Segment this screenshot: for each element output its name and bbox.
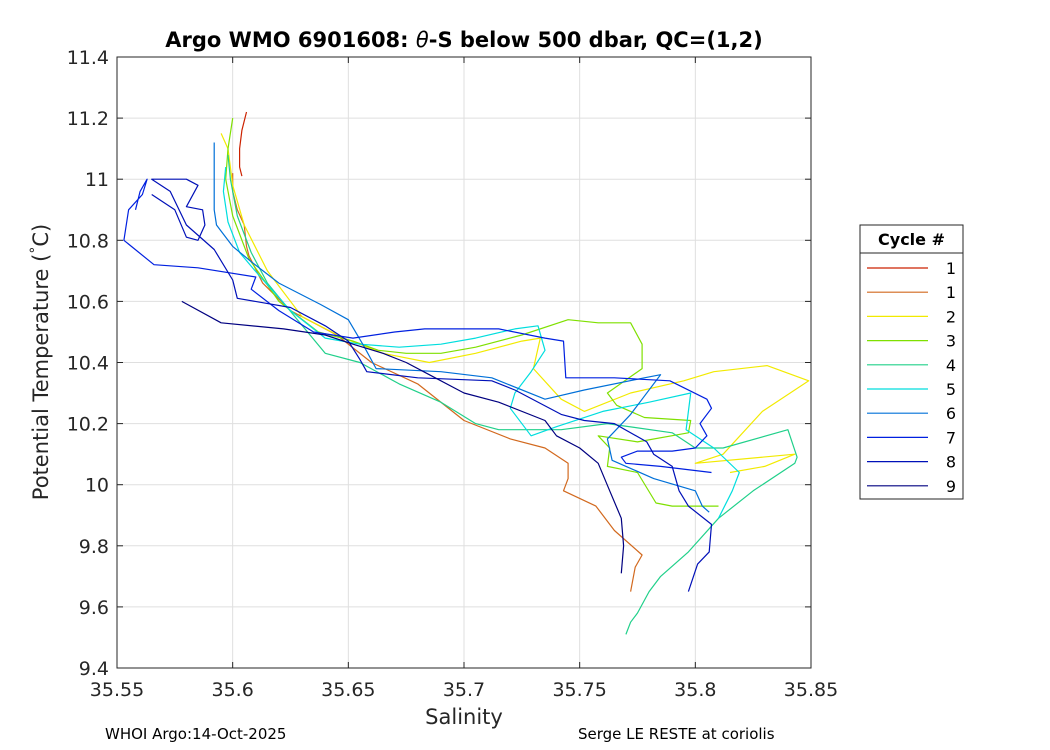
legend: Cycle # 1 1 2 3 4 5 6 7 8 9 — [859, 224, 964, 500]
legend-label: 9 — [946, 477, 956, 496]
series-line-cycle-2-2 — [220, 133, 810, 474]
y-tick-label: 11.2 — [67, 108, 109, 130]
axis-ticks: 35.55 35.6 35.65 35.7 35.75 35.8 35.85 9.4 9.6 9.… — [67, 47, 839, 701]
legend-label: 1 — [946, 283, 956, 302]
chart-title-suffix: -S below 500 dbar, QC=(1,2) — [429, 28, 763, 52]
series-line-cycle-1-0 — [239, 111, 248, 177]
y-tick-label: 9.6 — [79, 597, 109, 619]
legend-frame — [859, 224, 964, 500]
y-tick-label: 9.8 — [79, 536, 109, 558]
legend-label: 3 — [946, 332, 956, 351]
y-axis-label-text: Potential Temperature ( — [29, 254, 53, 501]
series-line-cycle-5-5 — [222, 166, 740, 519]
footer-right-credit: Serge LE RESTE at coriolis — [578, 725, 775, 743]
legend-entries: 1 1 2 3 4 5 6 7 8 9 — [867, 259, 956, 496]
x-tick-label: 35.65 — [321, 679, 375, 701]
series-line-cycle-8-8 — [151, 178, 713, 592]
legend-label: 4 — [946, 356, 956, 375]
y-tick-label: 10.6 — [67, 291, 109, 313]
legend-label: 5 — [946, 380, 956, 399]
legend-label: 8 — [946, 453, 956, 472]
x-tick-label: 35.6 — [212, 679, 254, 701]
chart-title: Argo WMO 6901608: θ-S below 500 dbar, QC… — [165, 28, 762, 52]
y-tick-label: 10.4 — [67, 353, 109, 375]
chart-title-symbol: θ — [416, 28, 429, 52]
grid-lines — [116, 56, 812, 669]
y-axis-label-degree: ° — [28, 247, 44, 254]
footer-left-credit: WHOI Argo:14-Oct-2025 — [105, 725, 287, 743]
series-line-cycle-9-9 — [181, 300, 625, 574]
chart-title-prefix: Argo WMO 6901608: — [165, 28, 416, 52]
series-line-cycle-4-4 — [227, 154, 798, 635]
x-tick-label: 35.7 — [443, 679, 485, 701]
plot-series — [123, 111, 810, 635]
series-line-cycle-6-6 — [213, 142, 710, 513]
legend-label: 7 — [946, 428, 956, 447]
x-tick-label: 35.55 — [90, 679, 144, 701]
x-axis-label: Salinity — [425, 705, 503, 729]
x-tick-label: 35.8 — [674, 679, 716, 701]
y-tick-label: 9.4 — [79, 658, 109, 680]
legend-title: Cycle # — [878, 230, 945, 249]
series-line-cycle-1-1 — [232, 173, 643, 592]
y-tick-label: 10.8 — [67, 230, 109, 252]
y-axis-label: Potential Temperature (°C) — [28, 224, 53, 500]
y-tick-label: 10 — [85, 475, 109, 497]
legend-label: 6 — [946, 404, 956, 423]
y-tick-label: 11.4 — [67, 47, 109, 69]
y-tick-label: 11 — [85, 169, 109, 191]
series-line-cycle-7-7 — [123, 178, 713, 474]
y-tick-label: 10.2 — [67, 414, 109, 436]
x-tick-label: 35.75 — [552, 679, 606, 701]
x-tick-label: 35.85 — [784, 679, 838, 701]
y-axis-label-unit: C) — [29, 224, 53, 247]
legend-label: 1 — [946, 259, 956, 278]
legend-label: 2 — [946, 307, 956, 326]
